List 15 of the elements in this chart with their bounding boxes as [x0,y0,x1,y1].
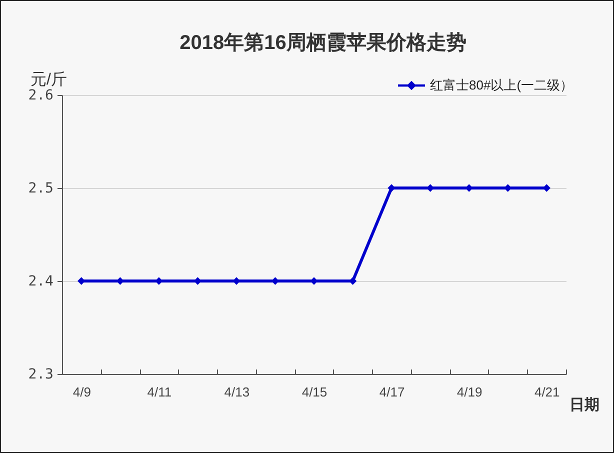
y-axis-title: 元/斤 [30,70,67,88]
x-tick-label: 4/9 [72,384,91,400]
chart-title: 2018年第16周栖霞苹果价格走势 [180,32,466,54]
y-tick-label: 2.3 [28,366,54,382]
x-axis-title: 日期 [570,396,600,414]
x-tick-label: 4/11 [147,384,172,400]
x-tick-label: 4/15 [302,384,328,400]
x-tick-label: 4/19 [456,384,482,400]
y-tick-label: 2.5 [28,180,54,196]
x-tick-label: 4/21 [534,384,560,400]
y-tick-label: 2.6 [28,88,54,104]
x-tick-label: 4/17 [379,384,405,400]
y-tick-label: 2.4 [28,274,54,290]
x-tick-label: 4/13 [224,384,250,400]
legend-label: 红富士80#以上(一二级） [430,78,574,92]
